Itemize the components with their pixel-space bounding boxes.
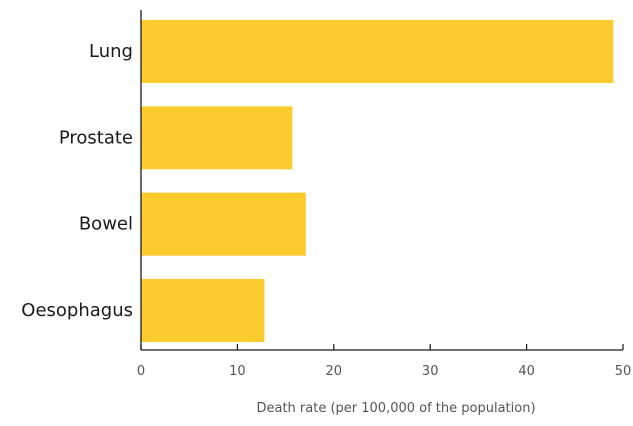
bar-prostate <box>141 106 293 170</box>
x-tick-label-10: 10 <box>229 364 246 379</box>
x-tick-label-50: 50 <box>615 364 632 379</box>
bar-lung <box>141 20 614 83</box>
category-label-bowel: Bowel <box>79 214 133 235</box>
x-axis-ticks: 0 10 20 30 40 50 <box>137 344 631 379</box>
x-tick-label-0: 0 <box>137 364 145 379</box>
x-tick-label-40: 40 <box>518 364 535 379</box>
bar-oesophagus <box>141 278 265 342</box>
category-label-lung: Lung <box>89 41 133 62</box>
x-tick-label-20: 20 <box>326 364 343 379</box>
bars <box>141 20 614 342</box>
bar-bowel <box>141 192 306 256</box>
category-label-prostate: Prostate <box>59 127 133 148</box>
x-tick-label-30: 30 <box>422 364 439 379</box>
category-labels: Lung Prostate Bowel Oesophagus <box>21 41 133 321</box>
x-axis-title: Death rate (per 100,000 of the populatio… <box>256 401 535 416</box>
category-label-oesophagus: Oesophagus <box>21 300 133 321</box>
